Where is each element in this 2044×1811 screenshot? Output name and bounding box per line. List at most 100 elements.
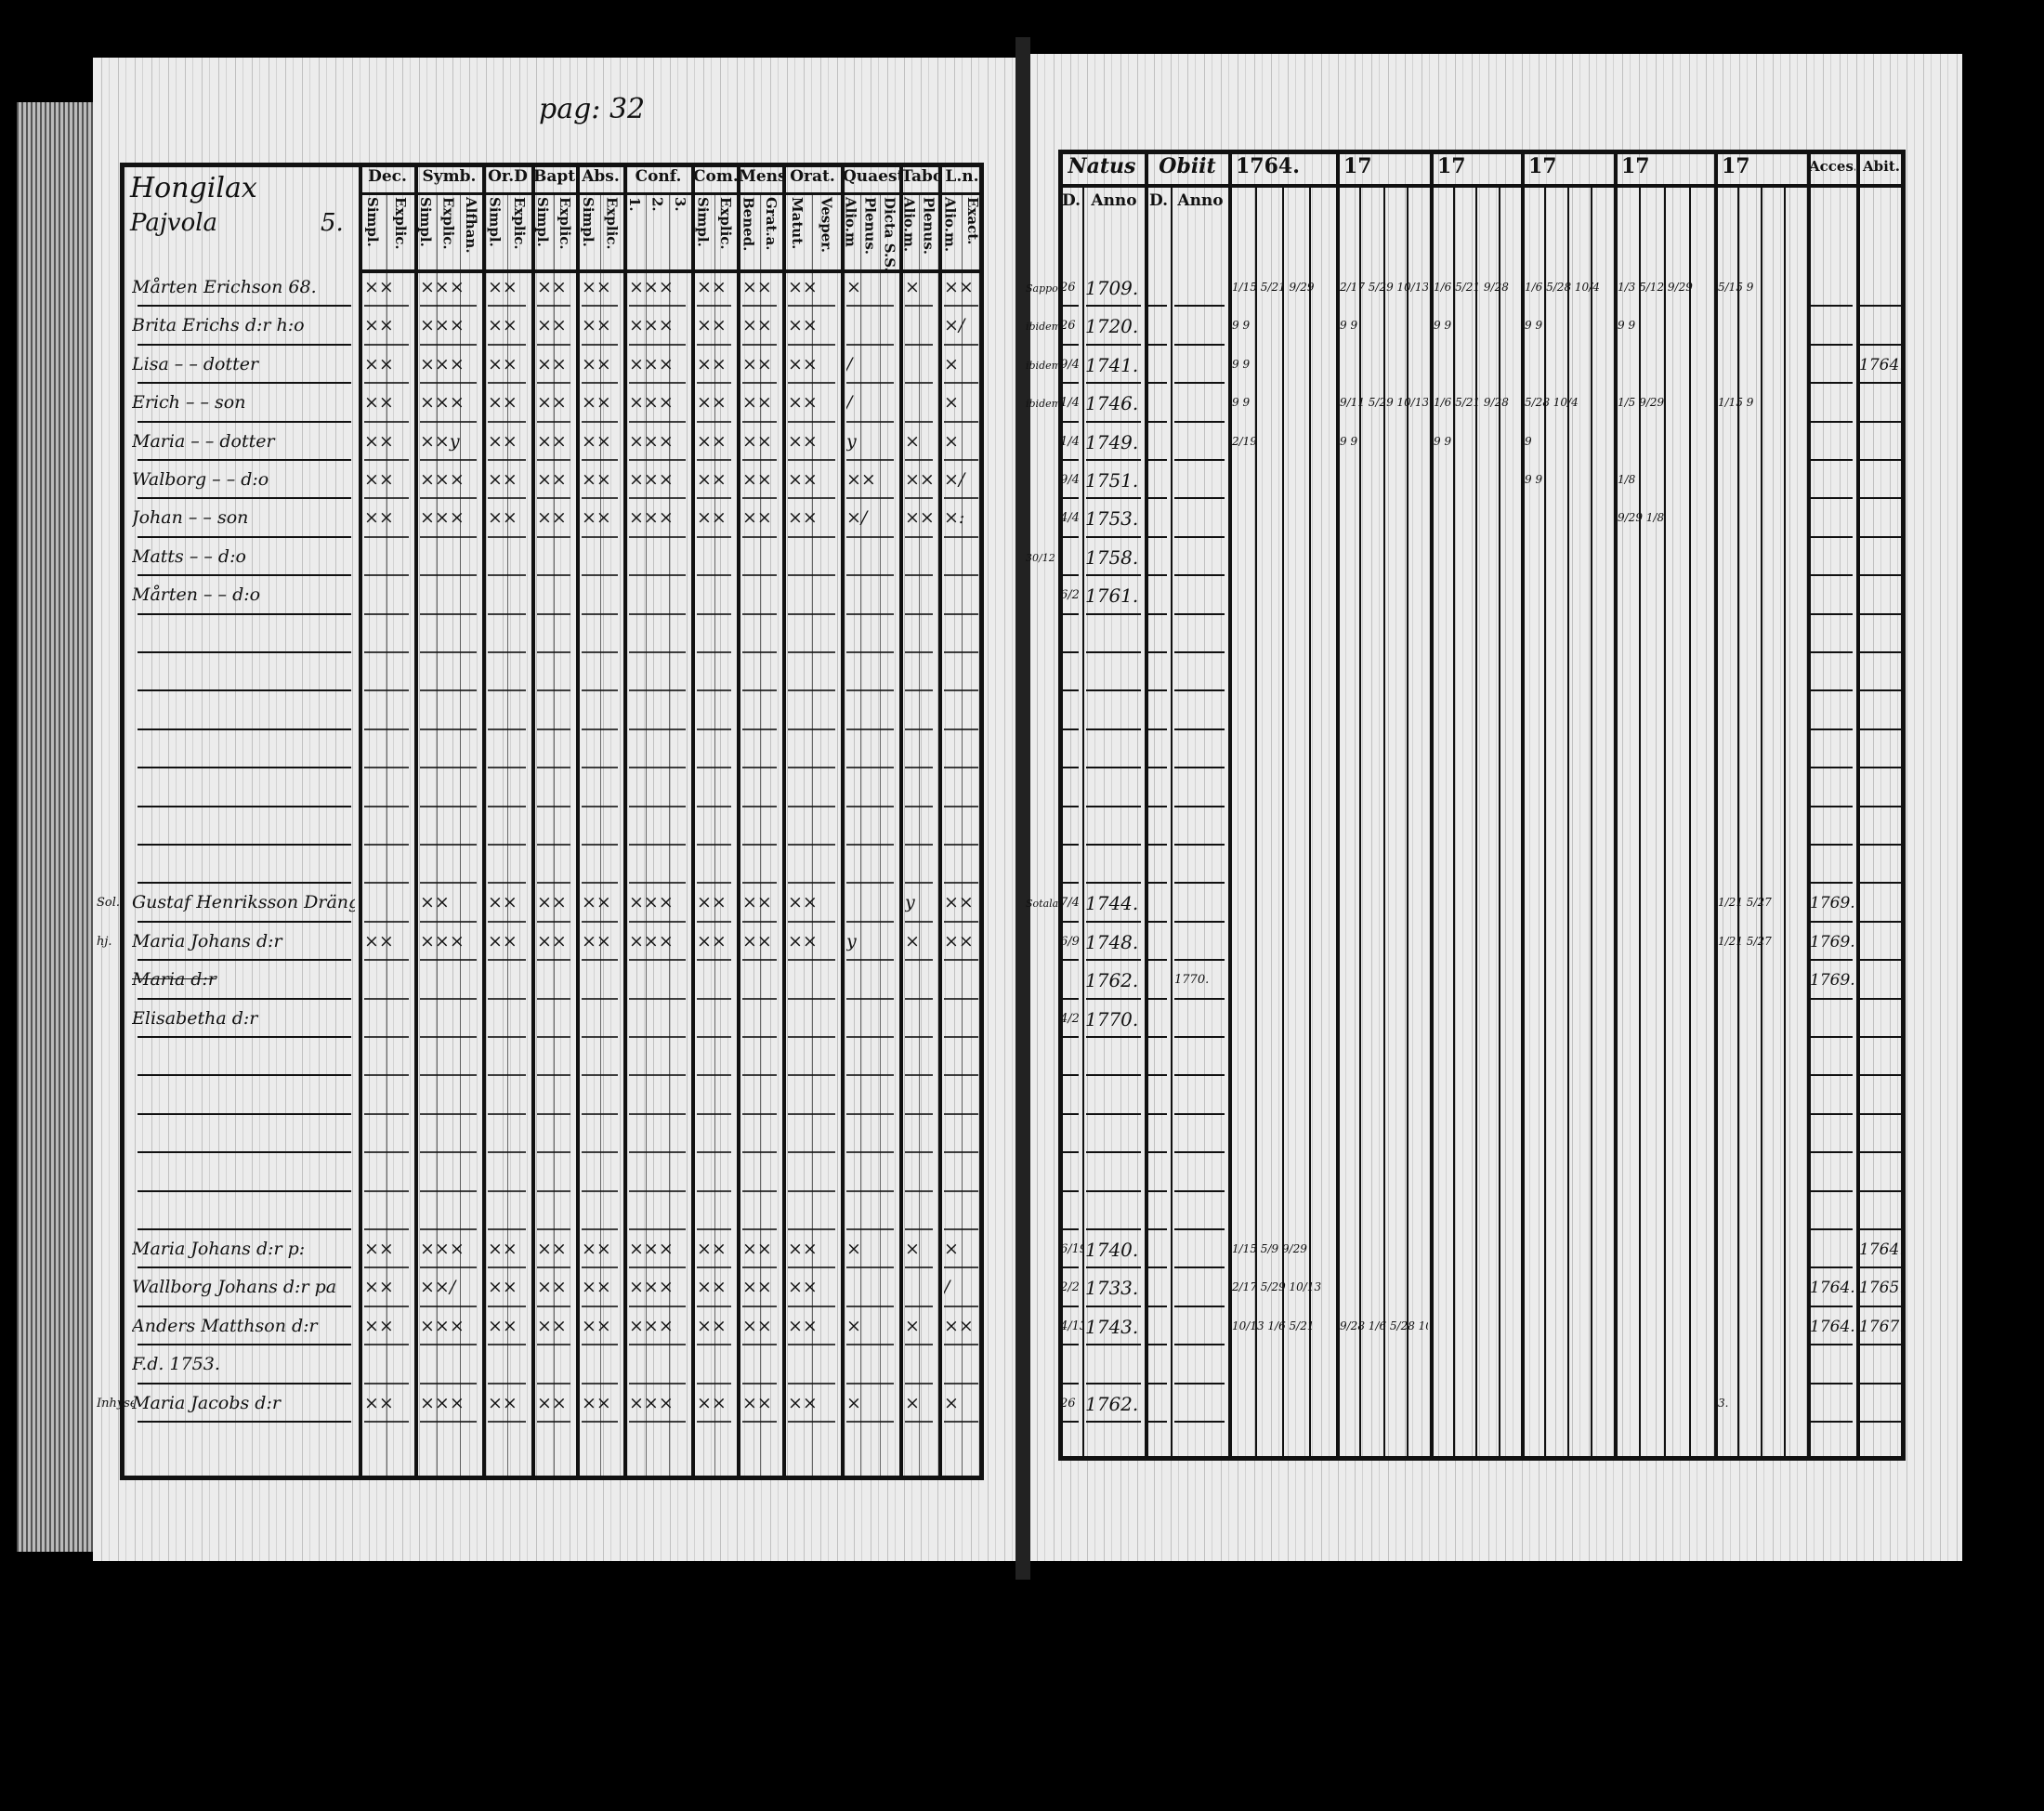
natus-year-header: Anno (1091, 191, 1137, 210)
subcolumn-divider (599, 192, 601, 1480)
column-divider (1614, 150, 1618, 1461)
header-divider (359, 269, 984, 273)
row-rule (582, 728, 618, 730)
row-rule (697, 497, 731, 500)
subcolumn-header: Matut. (788, 197, 806, 250)
row-rule (846, 1266, 894, 1269)
row-rule (846, 651, 894, 653)
exam-date-mark: 1/15 9 (1718, 396, 1754, 410)
birth-day: 9/4 (1060, 473, 1080, 487)
column-group-header: L.n. (945, 167, 979, 186)
row-rule (1174, 459, 1225, 461)
birth-year: 1761. (1085, 584, 1139, 608)
row-rule (905, 959, 933, 962)
subcolumn-divider (961, 192, 963, 1480)
row-rule (364, 574, 409, 577)
row-rule (537, 1151, 570, 1154)
row-rule (905, 1228, 933, 1230)
column-divider (414, 163, 418, 1480)
row-rule (1086, 844, 1141, 846)
subcolumn-header: Explic. (716, 197, 734, 250)
row-rule (1086, 1421, 1141, 1423)
row-rule (846, 1344, 894, 1346)
row-rule (846, 1305, 894, 1307)
exam-mark: ×× (537, 277, 567, 297)
row-rule (1148, 1266, 1167, 1269)
row-rule (420, 1151, 477, 1154)
row-rule (742, 305, 777, 308)
subcolumn-divider (811, 192, 813, 1480)
row-rule (1811, 959, 1853, 962)
exam-mark: ×× (364, 353, 394, 374)
row-rule (582, 420, 618, 423)
row-rule (788, 767, 835, 769)
row-rule (1086, 497, 1141, 500)
exam-mark: ×× (697, 930, 727, 951)
row-rule (1148, 805, 1167, 807)
row-rule (1860, 767, 1902, 769)
exam-mark: ×× (944, 930, 974, 951)
row-rule (537, 1421, 570, 1423)
row-rule (1174, 1305, 1225, 1307)
row-rule (582, 805, 618, 807)
person-name: Maria d:r (132, 969, 216, 991)
row-rule (629, 420, 686, 423)
row-rule (1086, 1036, 1141, 1038)
row-rule (742, 882, 777, 885)
row-rule (1174, 1266, 1225, 1269)
subcolumn-divider (1737, 186, 1739, 1461)
exam-mark: ×× (944, 277, 974, 297)
row-rule (1174, 1074, 1225, 1077)
row-rule (846, 689, 894, 692)
exam-mark: ×× (742, 1277, 772, 1298)
row-rule (1086, 882, 1141, 885)
exam-mark: y (846, 430, 857, 452)
row-rule (582, 497, 618, 500)
row-rule (420, 1382, 477, 1384)
birth-year: 1720. (1085, 315, 1139, 338)
row-rule (788, 728, 835, 730)
row-rule (420, 805, 477, 807)
row-rule (364, 1036, 409, 1038)
birth-year: 1751. (1085, 469, 1139, 492)
farm-number: 5. (321, 209, 344, 237)
exam-mark: ×× (537, 1392, 567, 1413)
row-rule (582, 1151, 618, 1154)
row-rule (1860, 1421, 1902, 1423)
exam-date-mark: 9 9 (1618, 319, 1636, 333)
subcolumn-divider (1282, 186, 1284, 1461)
exam-mark: ×× (697, 1315, 727, 1336)
row-rule (846, 535, 894, 538)
row-rule (905, 1305, 933, 1307)
row-rule (697, 689, 731, 692)
row-rule (788, 920, 835, 923)
row-rule (944, 574, 978, 577)
row-rule (364, 1074, 409, 1077)
row-rule (905, 1421, 933, 1423)
row-rule (905, 1151, 933, 1154)
birth-year: 1744. (1085, 892, 1139, 915)
subcolumn-header: Vesper. (818, 197, 835, 254)
subcolumn-divider (1639, 186, 1641, 1461)
subcolumn-header: Explic. (510, 197, 528, 250)
row-rule (944, 805, 978, 807)
year-header: 17 (1343, 154, 1372, 178)
exam-mark: ×× (364, 1392, 394, 1413)
row-rule (1174, 382, 1225, 385)
row-rule (582, 1074, 618, 1077)
exam-mark: ××× (629, 1239, 674, 1259)
exam-mark: ×× (742, 315, 772, 336)
row-rule (420, 1305, 477, 1307)
birth-day: 6/2 (1060, 588, 1080, 603)
row-rule (1811, 728, 1853, 730)
birthplace-note: ibidem (1026, 321, 1059, 334)
row-rule (944, 1305, 978, 1307)
row-rule (1811, 997, 1853, 1000)
subcolumn-divider (1498, 186, 1500, 1461)
subcolumn-header: Plenus. (861, 197, 879, 255)
column-divider (623, 163, 627, 1480)
row-rule (629, 959, 686, 962)
row-rule (1086, 1382, 1141, 1384)
exam-mark: ××× (420, 353, 465, 374)
row-rule (1174, 1189, 1225, 1192)
